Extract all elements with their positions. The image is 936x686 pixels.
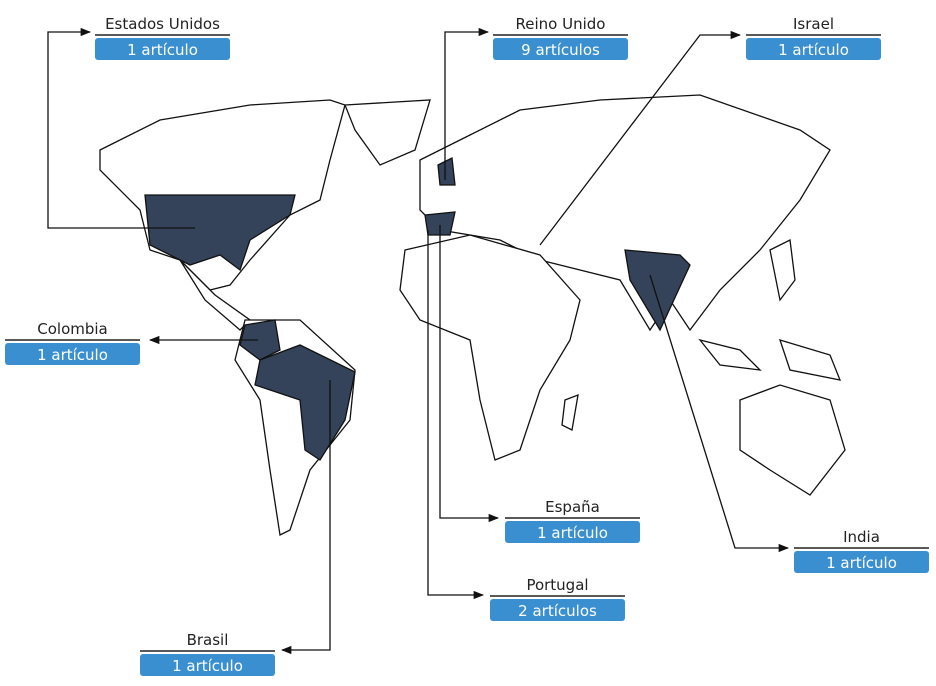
article-count: 1 artículo bbox=[537, 524, 608, 542]
article-count: 1 artículo bbox=[826, 554, 897, 572]
count-badge bbox=[5, 343, 140, 365]
article-count: 1 artículo bbox=[172, 657, 243, 675]
count-badge bbox=[493, 38, 628, 60]
country-name: Reino Unido bbox=[516, 15, 606, 33]
leaders bbox=[47, 27, 790, 655]
country-name: India bbox=[843, 528, 880, 546]
country-name: España bbox=[545, 498, 600, 516]
country-name: Estados Unidos bbox=[105, 15, 220, 33]
article-count: 2 artículos bbox=[518, 602, 597, 620]
country-name: Colombia bbox=[37, 320, 108, 338]
count-badge bbox=[95, 38, 230, 60]
count-badge bbox=[490, 599, 625, 621]
country-name: Portugal bbox=[526, 576, 588, 594]
count-badge bbox=[505, 521, 640, 543]
world bbox=[99, 94, 846, 536]
article-count: 1 artículo bbox=[37, 346, 108, 364]
count-badge bbox=[746, 38, 881, 60]
count-badge bbox=[140, 654, 275, 676]
article-count: 9 artículos bbox=[521, 41, 600, 59]
article-count: 1 artículo bbox=[778, 41, 849, 59]
country-name: Israel bbox=[793, 15, 834, 33]
article-count: 1 artículo bbox=[127, 41, 198, 59]
country-name: Brasil bbox=[187, 631, 229, 649]
labels: Estados Unidos 1 artículo Reino Unido 9 art… bbox=[5, 15, 929, 676]
count-badge bbox=[794, 551, 929, 573]
